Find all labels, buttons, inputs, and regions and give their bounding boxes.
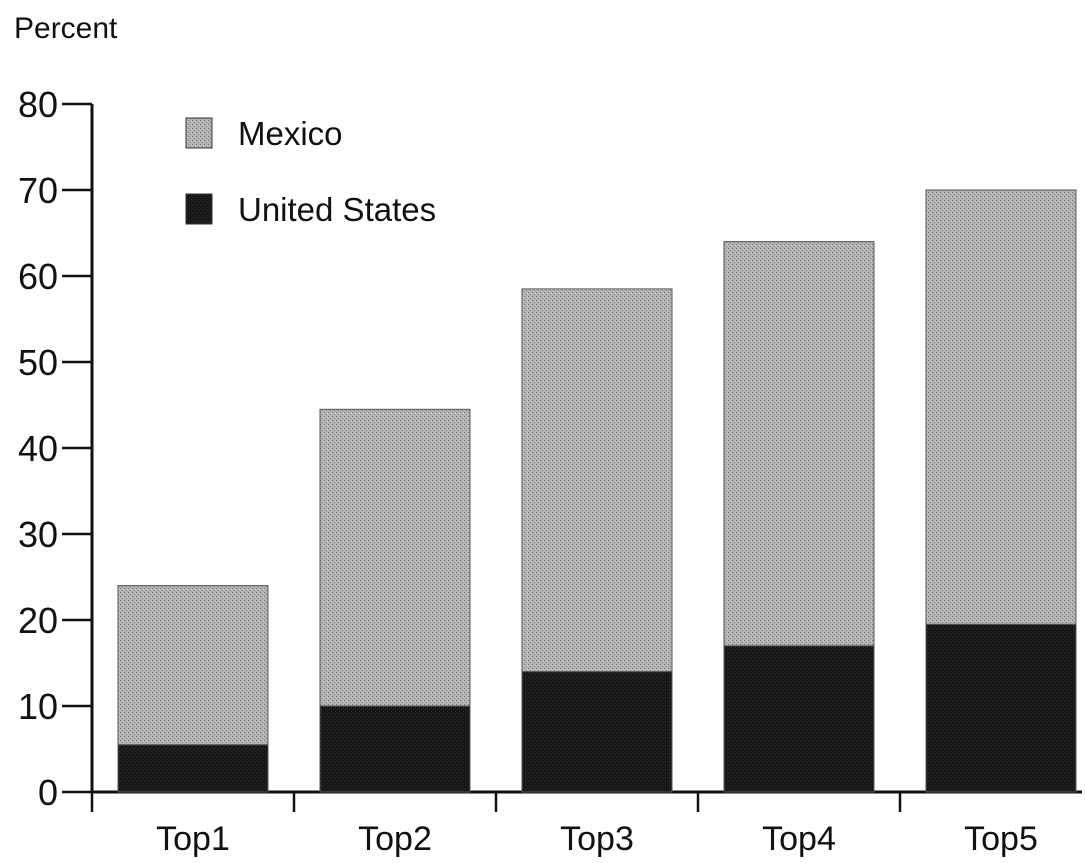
- x-tick-label: Top3: [560, 820, 634, 858]
- y-tick-label: 10: [18, 686, 58, 727]
- y-tick-label: 30: [18, 514, 58, 555]
- bar-united-states-top1: [117, 744, 269, 793]
- y-axis-title: Percent: [14, 12, 118, 45]
- y-tick-label: 60: [18, 256, 58, 297]
- bar-united-states-top2: [319, 705, 471, 793]
- x-axis: Top1 Top2 Top3 Top4 Top5: [90, 790, 1082, 858]
- x-tick-label: Top1: [156, 820, 230, 858]
- bar-united-states-top5: [925, 623, 1077, 793]
- x-tick-label: Top2: [358, 820, 432, 858]
- bar-mexico-top1: [117, 585, 269, 746]
- bars-group: [117, 189, 1077, 793]
- y-tick-label: 50: [18, 342, 58, 383]
- bar-mexico-top3: [521, 288, 673, 673]
- legend-label: Mexico: [238, 115, 343, 152]
- y-tick-label: 20: [18, 600, 58, 641]
- legend-swatch: [185, 193, 213, 225]
- legend: Mexico United States: [185, 115, 436, 228]
- bar-mexico-top2: [319, 408, 471, 707]
- bar-mexico-top4: [723, 241, 875, 647]
- bar-united-states-top3: [521, 671, 673, 793]
- legend-swatch: [185, 117, 213, 149]
- bar-united-states-top4: [723, 645, 875, 793]
- legend-label: United States: [238, 191, 436, 228]
- bar-mexico-top5: [925, 189, 1077, 625]
- y-axis: 0 10 20 30 40 50 60 70 80: [18, 84, 94, 813]
- y-tick-label: 70: [18, 170, 58, 211]
- y-tick-label: 40: [18, 428, 58, 469]
- x-tick-label: Top4: [762, 820, 836, 858]
- x-tick-label: Top5: [964, 820, 1038, 858]
- y-tick-label: 0: [38, 772, 58, 813]
- y-tick-label: 80: [18, 84, 58, 125]
